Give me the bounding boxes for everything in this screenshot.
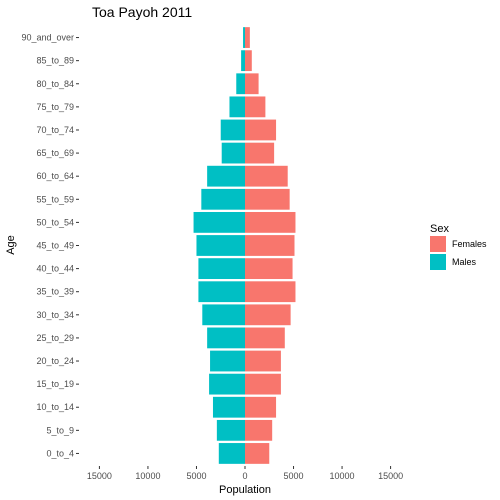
bar-females-80_to_84 — [245, 73, 259, 95]
bar-females-90_and_over — [245, 27, 250, 48]
bar-females-25_to_29 — [245, 327, 285, 349]
bar-males-20_to_24 — [210, 350, 245, 372]
y-tick-label-70_to_74: 70_to_74 — [36, 125, 74, 135]
legend: Sex Females Males — [430, 223, 487, 270]
y-tick-label-45_to_49: 45_to_49 — [36, 241, 74, 251]
bar-females-10_to_14 — [245, 396, 277, 418]
bar-males-80_to_84 — [236, 73, 245, 95]
bar-males-25_to_29 — [207, 327, 245, 349]
bar-males-40_to_44 — [198, 258, 245, 280]
legend-swatch-males — [430, 254, 446, 270]
x-tick-label-1: 10000 — [135, 471, 160, 481]
x-tick-label-4: 5000 — [284, 471, 304, 481]
bar-males-0_to_4 — [218, 443, 245, 464]
bar-males-50_to_54 — [193, 211, 245, 233]
bar-males-10_to_14 — [212, 396, 245, 418]
y-tick-label-60_to_64: 60_to_64 — [36, 171, 74, 181]
y-tick-label-35_to_39: 35_to_39 — [36, 287, 74, 297]
x-axis-title: Population — [219, 484, 271, 496]
x-tick-label-0: 15000 — [87, 471, 112, 481]
bar-males-5_to_9 — [216, 419, 245, 441]
bar-males-60_to_64 — [207, 165, 245, 187]
y-tick-label-65_to_69: 65_to_69 — [36, 148, 74, 158]
bar-females-0_to_4 — [245, 443, 270, 464]
bar-males-15_to_19 — [209, 373, 245, 395]
x-tick-label-3: 0 — [242, 471, 247, 481]
y-tick-label-30_to_34: 30_to_34 — [36, 310, 74, 320]
bar-males-35_to_39 — [198, 281, 245, 303]
y-tick-label-80_to_84: 80_to_84 — [36, 79, 74, 89]
y-tick-label-5_to_9: 5_to_9 — [46, 425, 74, 435]
bar-females-70_to_74 — [245, 119, 277, 141]
bar-females-55_to_59 — [245, 188, 290, 210]
legend-label-females: Females — [452, 239, 487, 249]
y-tick-label-90_and_over: 90_and_over — [21, 33, 74, 43]
bars-layer — [193, 27, 296, 464]
bar-males-65_to_69 — [221, 142, 245, 164]
bar-females-20_to_24 — [245, 350, 281, 372]
bar-females-30_to_34 — [245, 304, 291, 326]
y-tick-label-0_to_4: 0_to_4 — [46, 448, 74, 458]
y-axis: 0_to_4 5_to_9 10_to_14 15_to_19 20_to_24 25_t… — [21, 33, 79, 458]
x-tick-label-2: 5000 — [186, 471, 206, 481]
bar-females-15_to_19 — [245, 373, 281, 395]
y-tick-label-55_to_59: 55_to_59 — [36, 194, 74, 204]
bar-females-65_to_69 — [245, 142, 275, 164]
legend-swatch-females — [430, 236, 446, 252]
y-tick-label-20_to_24: 20_to_24 — [36, 356, 74, 366]
x-axis: 15000 10000 5000 0 5000 10000 15000 — [87, 466, 403, 481]
bar-females-40_to_44 — [245, 258, 293, 280]
chart-title: Toa Payoh 2011 — [92, 4, 192, 20]
y-tick-label-85_to_89: 85_to_89 — [36, 56, 74, 66]
y-tick-label-10_to_14: 10_to_14 — [36, 402, 74, 412]
bar-males-75_to_79 — [229, 96, 245, 118]
y-tick-label-15_to_19: 15_to_19 — [36, 379, 74, 389]
bar-males-30_to_34 — [202, 304, 245, 326]
bar-females-50_to_54 — [245, 211, 296, 233]
bar-females-60_to_64 — [245, 165, 288, 187]
bar-males-70_to_74 — [220, 119, 245, 141]
bar-females-75_to_79 — [245, 96, 266, 118]
y-tick-label-40_to_44: 40_to_44 — [36, 264, 74, 274]
bar-females-35_to_39 — [245, 281, 296, 303]
legend-label-males: Males — [452, 257, 477, 267]
x-tick-label-5: 10000 — [330, 471, 355, 481]
bar-males-90_and_over — [243, 27, 245, 48]
y-tick-label-75_to_79: 75_to_79 — [36, 102, 74, 112]
y-axis-title: Age — [5, 235, 17, 255]
bar-females-5_to_9 — [245, 419, 273, 441]
bar-males-85_to_89 — [241, 50, 245, 72]
bar-females-85_to_89 — [245, 50, 252, 72]
x-tick-label-6: 15000 — [378, 471, 403, 481]
legend-title: Sex — [430, 223, 449, 235]
bar-males-55_to_59 — [201, 188, 245, 210]
bar-males-45_to_49 — [196, 235, 245, 256]
bar-females-45_to_49 — [245, 235, 295, 256]
y-tick-label-50_to_54: 50_to_54 — [36, 217, 74, 227]
y-tick-label-25_to_29: 25_to_29 — [36, 333, 74, 343]
